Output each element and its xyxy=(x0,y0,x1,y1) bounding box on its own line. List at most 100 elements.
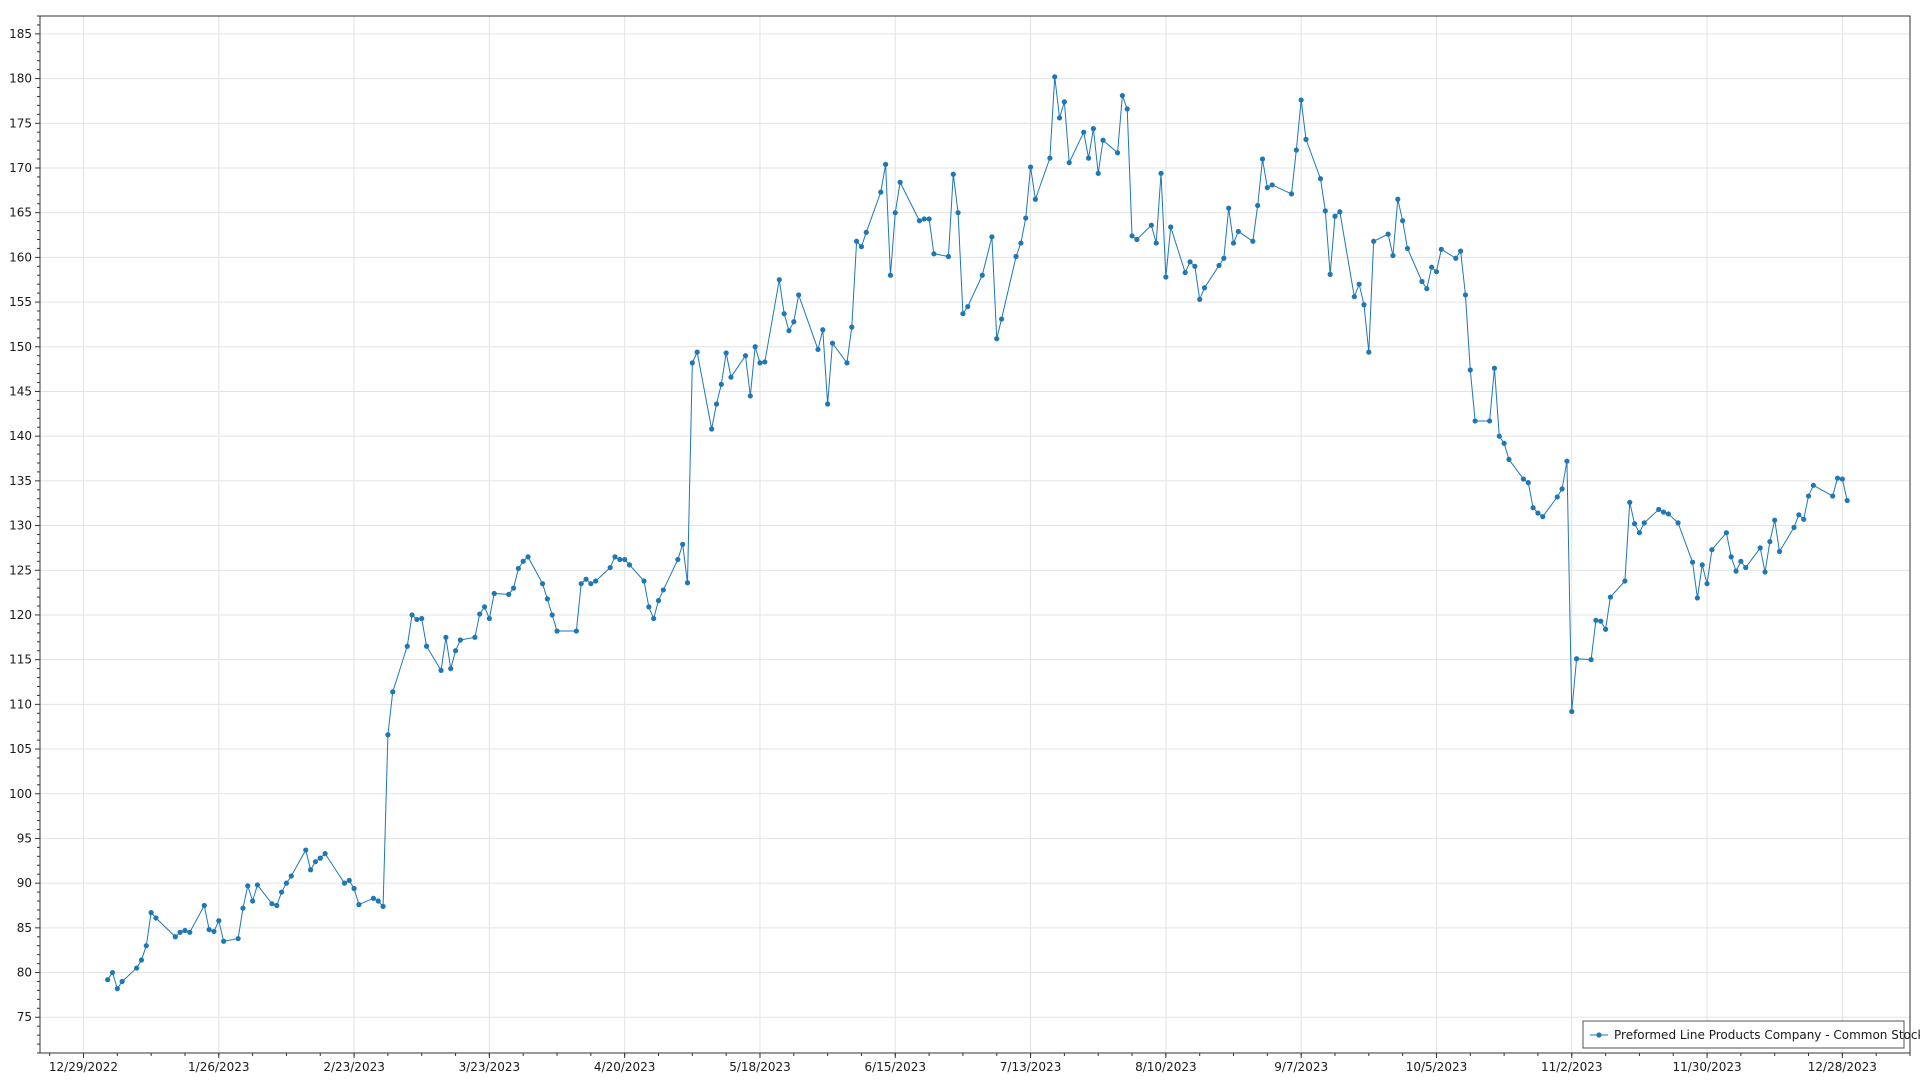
data-point xyxy=(1665,511,1671,517)
data-point xyxy=(1337,209,1343,215)
data-point xyxy=(955,210,961,216)
data-point xyxy=(796,292,802,298)
data-point xyxy=(1269,182,1275,188)
data-point xyxy=(1356,281,1362,287)
data-point xyxy=(1385,231,1391,237)
data-point xyxy=(1776,548,1783,555)
data-point xyxy=(684,580,691,586)
y-tick-label: 110 xyxy=(9,697,32,711)
data-point xyxy=(1153,240,1159,246)
plot-frame xyxy=(39,15,1911,1054)
data-point xyxy=(1728,554,1734,560)
data-point xyxy=(452,648,459,654)
data-point xyxy=(1100,137,1106,143)
y-tick-label: 85 xyxy=(17,921,32,935)
data-point xyxy=(554,628,560,634)
data-point xyxy=(409,612,415,618)
data-point xyxy=(892,210,898,216)
x-tick-label: 5/18/2023 xyxy=(729,1060,791,1074)
data-point xyxy=(1158,170,1164,176)
y-tick-label: 160 xyxy=(9,250,32,264)
y-tick-label: 100 xyxy=(9,787,32,801)
series-layer xyxy=(105,74,1850,992)
data-point xyxy=(1540,514,1546,520)
data-point xyxy=(646,604,652,610)
x-tick-label: 11/2/2023 xyxy=(1541,1060,1603,1074)
data-point xyxy=(1636,530,1643,536)
data-point xyxy=(404,643,410,649)
data-point xyxy=(1081,129,1087,135)
data-point xyxy=(752,344,758,350)
x-tick-label: 12/28/2023 xyxy=(1808,1060,1877,1074)
x-tick-label: 7/13/2023 xyxy=(1000,1060,1062,1074)
data-point xyxy=(491,590,497,597)
data-point xyxy=(1221,255,1227,261)
data-point xyxy=(1791,524,1797,530)
x-tick-label: 11/30/2023 xyxy=(1672,1060,1741,1074)
data-point xyxy=(1250,238,1256,244)
data-point xyxy=(1810,482,1816,488)
data-point xyxy=(887,272,894,278)
y-tick-label: 105 xyxy=(9,742,32,756)
data-point xyxy=(1230,240,1237,246)
data-point xyxy=(950,171,956,177)
x-tick-label: 3/23/2023 xyxy=(459,1060,521,1074)
data-point xyxy=(1197,296,1203,302)
data-point xyxy=(1641,520,1647,526)
data-point xyxy=(1235,228,1241,235)
data-point xyxy=(1487,418,1493,424)
data-point xyxy=(515,565,521,572)
data-point xyxy=(1148,222,1154,228)
data-point xyxy=(622,556,628,563)
data-point xyxy=(829,340,836,346)
data-point xyxy=(1622,578,1628,584)
data-point xyxy=(1472,418,1478,424)
y-tick-label: 180 xyxy=(9,72,32,86)
data-point xyxy=(781,311,787,317)
data-point xyxy=(1438,246,1444,252)
data-point xyxy=(1288,191,1295,197)
data-point xyxy=(1535,510,1541,516)
data-point xyxy=(510,585,517,591)
data-point xyxy=(254,882,261,888)
data-point xyxy=(883,161,889,167)
data-point xyxy=(709,426,715,432)
y-tick-label: 120 xyxy=(9,608,32,622)
data-point xyxy=(1366,349,1372,355)
data-point xyxy=(279,889,285,895)
data-point xyxy=(849,324,855,330)
data-point xyxy=(312,859,319,865)
data-point xyxy=(675,556,681,563)
data-point xyxy=(390,689,396,695)
data-point xyxy=(250,898,256,904)
data-point xyxy=(351,885,357,892)
data-point xyxy=(1332,213,1338,219)
data-point xyxy=(916,218,923,224)
data-point xyxy=(138,957,145,963)
data-point xyxy=(1085,155,1092,161)
data-point xyxy=(1322,208,1328,214)
data-point xyxy=(1390,252,1396,259)
data-point xyxy=(989,234,995,240)
data-point xyxy=(994,336,1000,342)
data-point xyxy=(998,316,1005,322)
data-point xyxy=(1631,521,1638,527)
data-point xyxy=(1124,106,1130,112)
data-point xyxy=(965,303,971,310)
y-tick-label: 185 xyxy=(9,27,32,41)
data-point xyxy=(1361,302,1367,308)
data-point xyxy=(815,346,821,353)
grid-lines xyxy=(40,16,1910,1053)
data-point xyxy=(1192,263,1198,269)
x-tick-label: 4/20/2023 xyxy=(594,1060,656,1074)
data-point xyxy=(858,244,865,250)
data-point xyxy=(655,598,662,604)
data-point xyxy=(1839,476,1845,482)
data-point xyxy=(153,915,159,921)
y-tick-label: 155 xyxy=(9,295,32,309)
data-point xyxy=(1588,657,1594,663)
data-point xyxy=(1796,512,1802,518)
data-point xyxy=(423,643,430,649)
data-point xyxy=(854,238,860,244)
